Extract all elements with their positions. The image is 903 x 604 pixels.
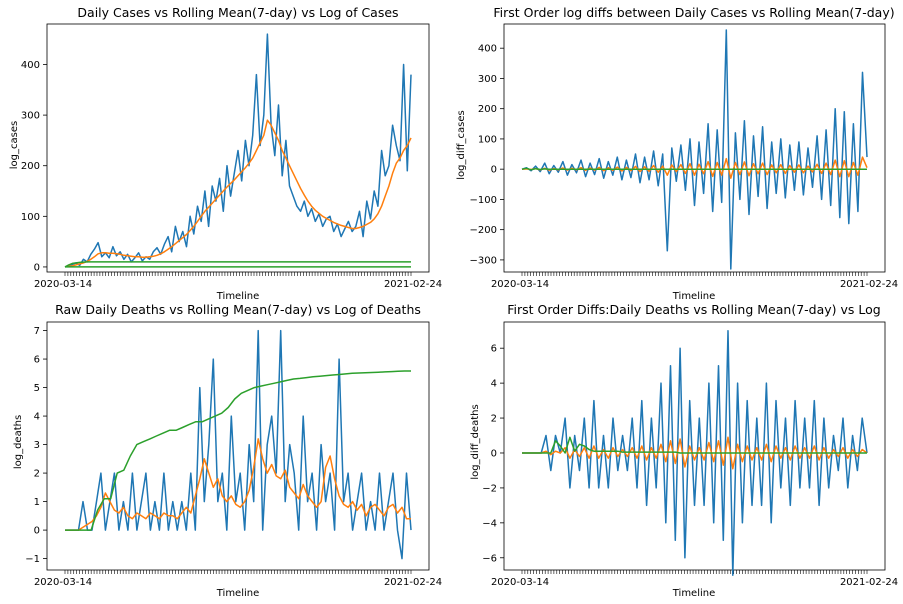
x-tick-label-end: 2021-02-24 [384, 279, 442, 290]
series-line-2 [65, 370, 411, 531]
y-tick-label: 400 [21, 60, 40, 71]
series-line-1 [521, 156, 868, 179]
x-tick-label-start: 2020-03-14 [491, 577, 549, 588]
series-line-2 [521, 167, 867, 171]
y-tick-label: 400 [478, 44, 497, 55]
plot-frame [46, 321, 430, 571]
y-tick-label: 2 [491, 414, 497, 425]
y-tick-label: 200 [21, 161, 40, 172]
chart-title: Raw Daily Deaths vs Rolling Mean(7-day) … [55, 302, 421, 317]
chart-panel-daily-cases: Daily Cases vs Rolling Mean(7-day) vs Lo… [9, 5, 442, 302]
y-tick-label: 3 [34, 440, 40, 451]
y-tick-label: 300 [478, 74, 497, 85]
x-axis-label: Timeline [216, 588, 260, 599]
x-axis-label: Timeline [216, 291, 260, 302]
series-line-1 [65, 438, 411, 531]
plot-frame [46, 23, 430, 273]
series-line-0 [522, 329, 868, 576]
y-axis-label: log_deaths [13, 415, 24, 469]
x-tick-label-end: 2021-02-24 [840, 279, 898, 290]
y-tick-label: 100 [478, 134, 497, 145]
series-line-0 [521, 29, 868, 270]
y-tick-label: 0 [34, 526, 40, 537]
chart-panel-log-diff-cases: First Order log diffs between Daily Case… [456, 5, 898, 302]
y-tick-label: −200 [470, 225, 497, 236]
series-line-1 [522, 436, 868, 470]
x-tick-label-end: 2021-02-24 [384, 577, 442, 588]
series-line-1 [64, 119, 412, 268]
y-axis-label: log_cases [9, 121, 20, 169]
y-tick-label: 4 [34, 412, 40, 423]
series-line-2 [522, 436, 867, 454]
x-axis-label: Timeline [672, 291, 716, 302]
y-tick-label: −2 [482, 483, 497, 494]
chart-title: First Order log diffs between Daily Case… [493, 5, 894, 20]
y-tick-label: 7 [34, 326, 40, 337]
y-tick-label: −1 [25, 554, 40, 565]
y-tick-label: −100 [470, 195, 497, 206]
y-tick-label: 300 [21, 111, 40, 122]
chart-title: First Order Diffs:Daily Deaths vs Rollin… [507, 302, 880, 317]
chart-title: Daily Cases vs Rolling Mean(7-day) vs Lo… [77, 5, 398, 20]
series-line-0 [64, 33, 412, 268]
series-line-0 [65, 329, 412, 560]
y-tick-label: 6 [34, 355, 40, 366]
y-tick-label: 0 [34, 262, 40, 273]
y-axis-label: log_diff_deaths [470, 404, 481, 479]
x-tick-label-start: 2020-03-14 [34, 577, 92, 588]
y-tick-label: −6 [482, 553, 497, 564]
y-tick-label: −4 [482, 518, 497, 529]
chart-panel-diff-deaths: First Order Diffs:Daily Deaths vs Rollin… [470, 302, 898, 599]
x-axis-label: Timeline [672, 588, 716, 599]
x-tick-label-start: 2020-03-14 [491, 279, 549, 290]
y-tick-label: −300 [470, 255, 497, 266]
y-tick-label: 5 [34, 383, 40, 394]
y-axis-label: log_diff_cases [456, 110, 467, 179]
x-tick-label-start: 2020-03-14 [34, 279, 92, 290]
x-tick-label-end: 2021-02-24 [840, 577, 898, 588]
y-tick-label: 100 [21, 212, 40, 223]
plot-frame [503, 321, 886, 571]
y-tick-label: 6 [491, 344, 497, 355]
chart-panel-daily-deaths: Raw Daily Deaths vs Rolling Mean(7-day) … [13, 302, 442, 599]
y-tick-label: 0 [491, 165, 497, 176]
y-tick-label: 4 [491, 379, 497, 390]
y-tick-label: 1 [34, 497, 40, 508]
plot-frame [503, 23, 886, 273]
y-tick-label: 0 [491, 448, 497, 459]
y-tick-label: 200 [478, 104, 497, 115]
y-tick-label: 2 [34, 469, 40, 480]
series-line-2 [64, 261, 411, 268]
